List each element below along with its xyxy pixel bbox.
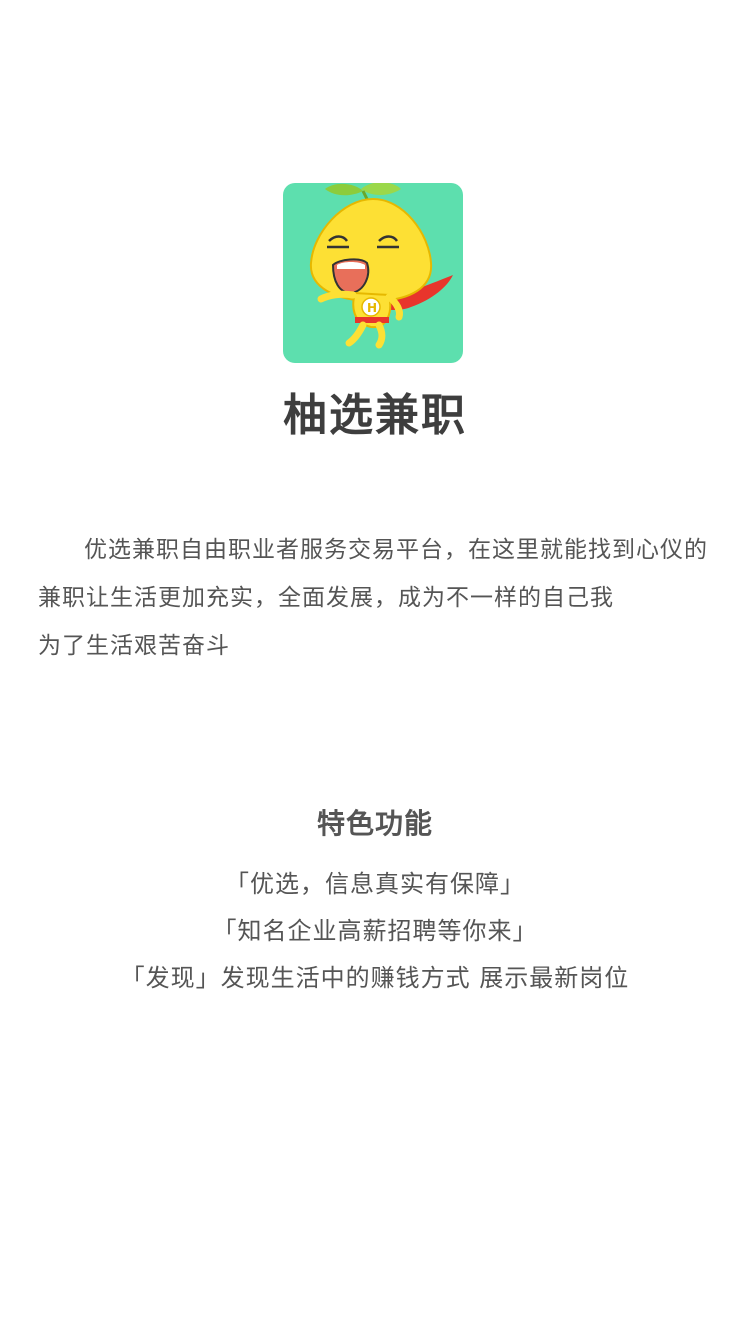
intro-paragraph: 优选兼职自由职业者服务交易平台，在这里就能找到心仪的兼职让生活更加充实，全面发展… xyxy=(38,537,708,611)
app-name: 柚选兼职 xyxy=(283,390,467,441)
grapefruit-mascot-icon: H xyxy=(309,183,453,349)
svg-text:H: H xyxy=(367,301,377,315)
feature-item: 「发现」发现生活中的赚钱方式 展示最新岗位 xyxy=(120,964,630,992)
feature-item: 「知名企业高薪招聘等你来」 xyxy=(212,917,538,945)
intro-text: 优选兼职自由职业者服务交易平台，在这里就能找到心仪的兼职让生活更加充实，全面发展… xyxy=(38,526,718,670)
feature-item: 「优选，信息真实有保障」 xyxy=(225,870,525,898)
features-list: 「优选，信息真实有保障」 「知名企业高薪招聘等你来」 「发现」发现生活中的赚钱方… xyxy=(0,861,750,1002)
app-logo: H xyxy=(283,183,463,363)
features-title: 特色功能 xyxy=(316,807,433,840)
intro-paragraph: 为了生活艰苦奋斗 xyxy=(38,633,230,659)
